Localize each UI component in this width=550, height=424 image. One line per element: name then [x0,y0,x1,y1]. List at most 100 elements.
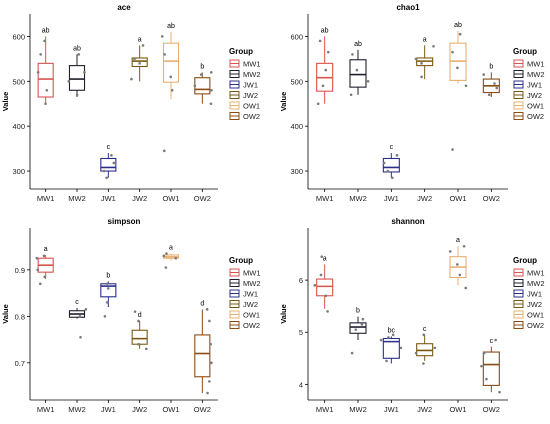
data-point [494,338,497,342]
data-point [493,82,496,85]
y-tick-label: 6 [299,276,303,285]
y-tick-label: 400 [12,122,25,131]
data-point [170,88,174,92]
x-tick-label: MW1 [37,194,55,203]
data-point [448,250,452,253]
significance-label: ab [42,27,50,34]
box-OW2: d [194,300,213,395]
data-point [422,362,425,365]
box-OW1: a [162,245,180,269]
chart-title: shannon [391,217,424,226]
legend-label: MW1 [527,60,545,69]
data-point [163,53,166,56]
legend-item-JW2: JW2 [229,300,258,309]
chart-title: simpson [108,217,141,226]
data-point [432,45,435,48]
data-point [420,62,423,65]
legend-item-OW1: OW1 [513,101,544,111]
box-body [382,157,400,173]
legend-item-JW1: JW1 [513,289,542,299]
data-point [385,359,388,363]
data-point [387,336,390,339]
data-point [36,71,40,74]
legend-label: JW2 [243,300,258,309]
data-point [133,310,137,313]
box-MW2: ab [349,41,370,97]
x-tick-label: MW2 [349,194,367,203]
x-tick-label: JW1 [384,194,399,203]
y-tick-label: 500 [290,77,303,86]
data-point [130,77,133,81]
legend-label: MW1 [243,269,261,278]
chart-panel-shannon: shannon 4 5 6 Value a MW1 b MW2 bc JW1 c JW2 a OW1 c OW2… [279,217,545,414]
data-point [210,361,213,365]
significance-label: c [490,338,494,345]
y-tick-label: 0.7 [15,359,25,368]
y-tick-label: 500 [12,77,25,86]
legend-label: MW2 [243,70,261,79]
box-JW1: c [382,144,400,180]
data-point [482,73,486,76]
data-point [456,263,459,266]
box-body [349,59,367,88]
data-point [498,390,501,394]
data-point [75,93,79,97]
data-point [366,80,370,83]
box-OW1: ab [160,23,180,153]
y-tick-label: 4 [299,380,303,389]
chart-panel-chao1: chao1 300 400 500 600 Value ab MW1 ab MW2 c JW1 a JW2… [279,3,545,203]
legend-label: JW2 [243,91,258,100]
data-point [382,161,386,165]
legend-label: OW1 [527,102,544,111]
data-point [451,148,454,151]
x-tick-label: MW1 [316,405,334,414]
data-point [320,255,324,258]
box-body [37,62,54,98]
box-MW1: ab [316,27,334,106]
x-tick-label: MW1 [316,194,334,203]
legend-item-JW2: JW2 [513,91,542,100]
box-JW1: c [100,144,117,180]
significance-label: c [107,144,111,151]
legend-label: JW1 [243,81,258,90]
significance-label: b [356,308,360,315]
significance-label: d [138,312,142,319]
legend-item-MW2: MW2 [513,279,545,288]
data-point [399,346,403,350]
data-point [112,161,116,165]
legend-label: OW2 [527,112,544,121]
data-point [487,93,491,97]
box-body [194,334,211,378]
data-point [326,310,329,313]
x-tick-label: JW1 [101,194,116,203]
legend-item-JW1: JW1 [229,289,258,299]
significance-label: c [75,299,79,306]
data-point [318,39,322,43]
data-point [414,351,418,355]
data-point [162,254,166,258]
legend-label: JW1 [243,290,258,299]
data-point [42,254,46,258]
box-body [382,337,400,359]
legend-label: OW2 [243,112,260,121]
data-point [326,50,330,54]
significance-label: b [489,63,493,70]
legend-label: JW2 [527,300,542,309]
legend-title: Group [229,256,253,265]
legend-label: OW1 [243,102,260,111]
significance-label: a [44,246,48,253]
x-tick-label: JW1 [384,405,399,414]
x-tick-label: MW2 [68,194,86,203]
data-point [361,317,365,321]
significance-label: a [456,237,460,244]
data-point [160,35,164,38]
data-point [395,154,399,157]
y-tick-label: 0.8 [15,312,25,321]
significance-label: b [200,63,204,70]
data-point [451,50,454,54]
box-MW1: a [35,246,54,286]
